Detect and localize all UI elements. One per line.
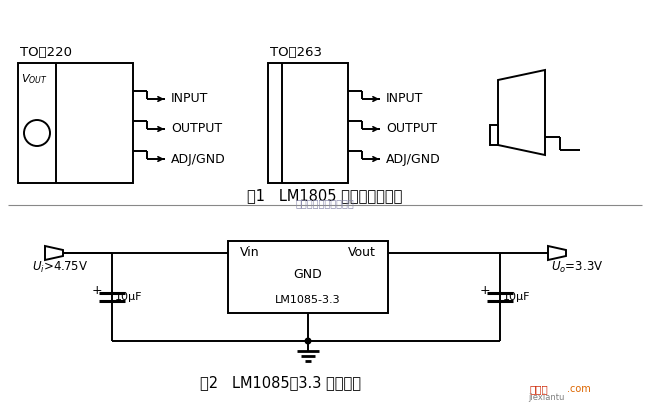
Text: jiexiantu: jiexiantu [528, 393, 564, 401]
Text: 10μF: 10μF [503, 292, 530, 302]
Bar [268, 63, 348, 183]
Text: OUTPUT: OUTPUT [386, 123, 437, 135]
Text: TO－220: TO－220 [20, 46, 72, 60]
Text: INPUT: INPUT [171, 93, 209, 106]
Text: LM1085-3.3: LM1085-3.3 [275, 295, 341, 305]
Polygon shape [498, 70, 545, 155]
Circle shape [24, 120, 50, 146]
Text: 杭州裕睿科技有限公司: 杭州裕睿科技有限公司 [296, 198, 354, 208]
Text: $U_i$>4.75V: $U_i$>4.75V [32, 260, 88, 274]
Polygon shape [45, 246, 63, 260]
Text: .com: .com [567, 384, 591, 394]
Text: Vout: Vout [348, 247, 376, 260]
Polygon shape [548, 246, 566, 260]
Circle shape [306, 338, 311, 344]
Text: +: + [92, 283, 103, 297]
Text: Vin: Vin [240, 247, 259, 260]
Text: $U_o$=3.3V: $U_o$=3.3V [551, 260, 603, 274]
Bar [228, 241, 388, 313]
Text: TO－263: TO－263 [270, 46, 322, 60]
Text: +: + [480, 283, 491, 297]
Text: $V_{OUT}$: $V_{OUT}$ [21, 72, 47, 86]
Text: 接线图: 接线图 [530, 384, 549, 394]
Text: 图2   LM1085－3.3 固定输出: 图2 LM1085－3.3 固定输出 [200, 376, 361, 391]
Bar [490, 125, 498, 145]
Text: OUTPUT: OUTPUT [171, 123, 222, 135]
Text: 10μF: 10μF [115, 292, 142, 302]
Text: GND: GND [294, 268, 322, 282]
Text: INPUT: INPUT [386, 93, 423, 106]
Text: 图1   LM1805 封装形式和引脚: 图1 LM1805 封装形式和引脚 [247, 189, 403, 204]
Text: ADJ/GND: ADJ/GND [386, 152, 441, 166]
Bar [18, 63, 133, 183]
Text: ADJ/GND: ADJ/GND [171, 152, 226, 166]
